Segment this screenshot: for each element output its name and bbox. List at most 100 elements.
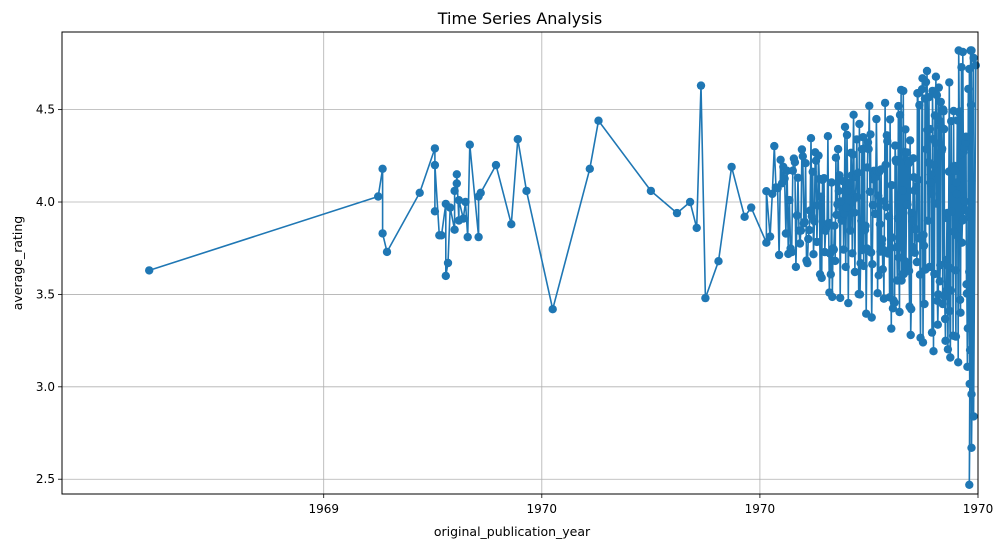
data-point [797, 145, 807, 154]
data-point [882, 202, 891, 212]
data-point [910, 248, 919, 257]
data-point [874, 191, 883, 200]
data-point [430, 160, 440, 170]
data-point [962, 289, 972, 298]
data-point [853, 168, 863, 177]
data-point [919, 241, 929, 250]
data-point [780, 174, 789, 183]
data-point [476, 188, 485, 197]
y-tick-label: 3.5 [36, 287, 55, 301]
data-point [374, 192, 383, 201]
data-point [947, 117, 956, 126]
data-point [548, 305, 557, 314]
data-point [955, 295, 965, 304]
data-point [951, 332, 961, 341]
data-point [803, 258, 812, 268]
data-point [936, 260, 945, 270]
data-point [465, 140, 474, 149]
data-point [378, 164, 387, 173]
data-point [960, 197, 969, 206]
data-point [692, 223, 701, 233]
data-point [967, 46, 976, 55]
data-point [831, 256, 840, 266]
data-point [885, 115, 895, 124]
data-point [962, 280, 971, 289]
data-point [804, 234, 813, 244]
data-point [785, 195, 794, 205]
data-point [865, 187, 875, 196]
data-point [931, 72, 941, 81]
data-point [957, 238, 967, 247]
data-point [915, 270, 925, 279]
data-point [887, 324, 896, 333]
data-point [855, 290, 865, 299]
data-point [842, 130, 852, 140]
data-point [817, 273, 826, 283]
data-point [861, 221, 870, 230]
data-point [922, 66, 932, 76]
data-point [868, 200, 878, 210]
y-tick-label: 2.5 [36, 472, 55, 486]
data-point [145, 266, 154, 275]
data-point [863, 138, 873, 147]
data-point [929, 347, 938, 356]
data-point [969, 53, 978, 63]
data-point [848, 150, 858, 159]
data-point [672, 208, 682, 218]
data-point [841, 262, 850, 272]
data-point [924, 93, 934, 102]
x-tick-label: 1969 [308, 502, 339, 516]
data-point [950, 166, 960, 176]
data-point [964, 208, 973, 218]
chart-title: Time Series Analysis [437, 9, 602, 28]
y-tick-label: 3.0 [36, 380, 55, 394]
data-point [919, 230, 928, 240]
data-point [953, 116, 962, 125]
data-point [830, 221, 839, 230]
data-point [925, 262, 934, 272]
y-axis-ticks: 2.5 3.0 3.5 4.0 4.5 [36, 103, 62, 486]
data-point [932, 91, 942, 100]
data-point [953, 232, 962, 241]
data-point [796, 226, 806, 235]
data-point [838, 177, 848, 186]
data-point [792, 211, 802, 220]
data-point [827, 178, 836, 187]
data-point [890, 141, 900, 150]
data-point [437, 231, 446, 240]
data-point [963, 324, 972, 333]
data-point [890, 298, 899, 307]
data-point [813, 201, 822, 210]
y-axis-label: average_rating [10, 216, 25, 310]
data-point [378, 229, 387, 238]
data-point [810, 217, 819, 226]
data-point [853, 192, 862, 202]
data-point [922, 145, 931, 154]
data-point [934, 83, 943, 92]
data-point [800, 217, 809, 227]
data-point [450, 225, 459, 234]
data-point [774, 250, 784, 260]
data-point [446, 203, 455, 212]
data-point [845, 178, 854, 188]
data-point [939, 107, 948, 116]
data-point [952, 178, 961, 187]
data-point [812, 237, 822, 247]
data-point [965, 64, 974, 74]
data-point [809, 250, 818, 259]
data-point [921, 77, 931, 87]
data-point [867, 313, 876, 322]
data-point [801, 159, 810, 168]
data-point [806, 134, 816, 143]
data-point [858, 133, 868, 142]
data-point [836, 293, 845, 303]
data-point [848, 249, 857, 258]
data-point [762, 238, 771, 247]
data-point [834, 186, 843, 196]
data-point [938, 144, 947, 153]
data-point [474, 232, 483, 242]
data-point [936, 97, 945, 107]
data-point [941, 336, 950, 345]
data-point [823, 132, 833, 141]
grid [62, 32, 979, 494]
